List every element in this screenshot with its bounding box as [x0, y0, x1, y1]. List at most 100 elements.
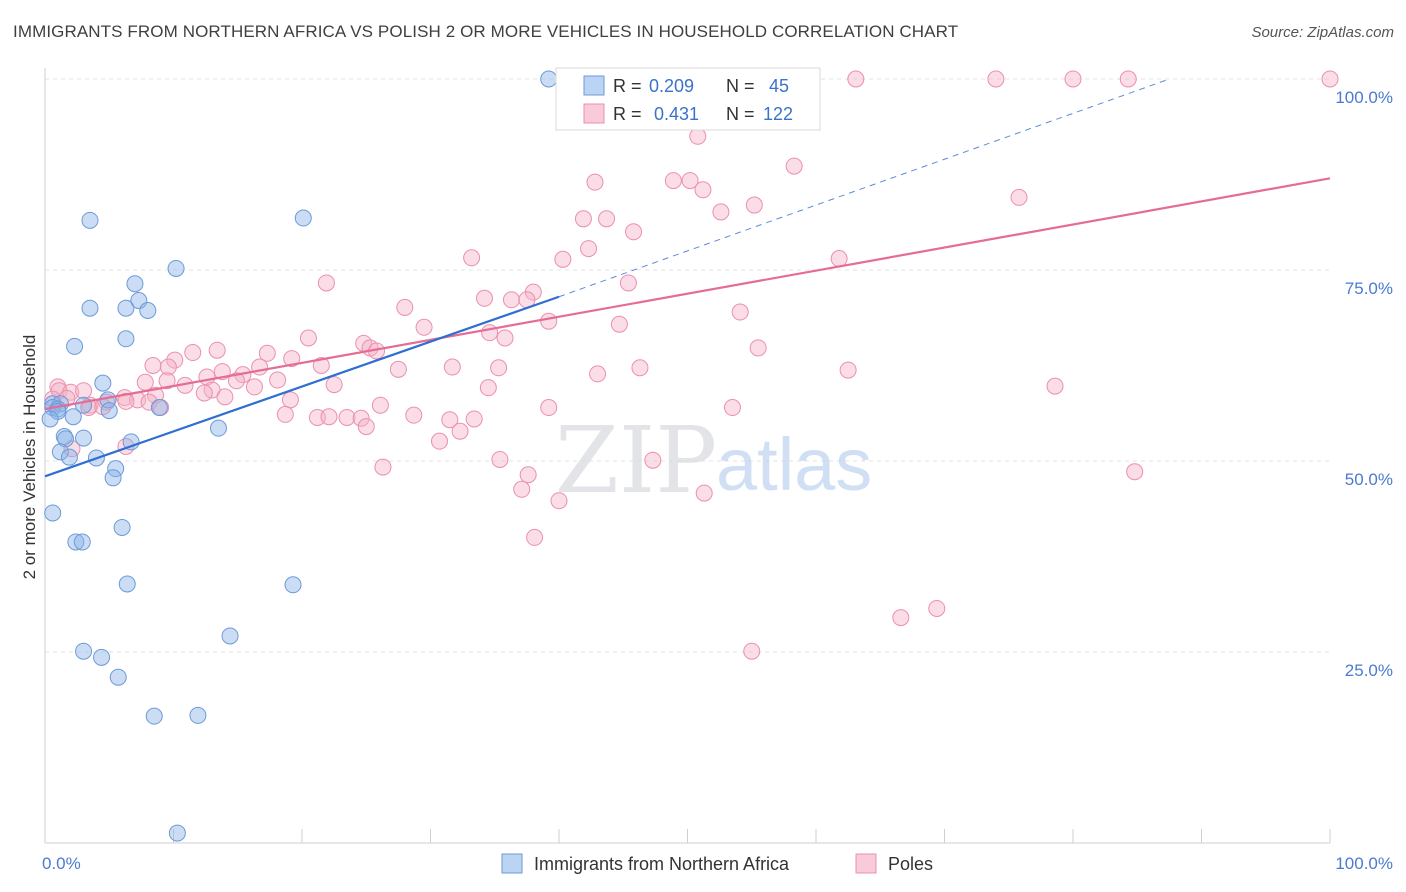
point-poles-15 — [694, 181, 712, 199]
point-northern-africa-35 — [67, 533, 85, 551]
point-poles-5 — [1321, 70, 1339, 88]
legend-swatch-poles — [583, 103, 605, 124]
point-poles-70 — [479, 379, 497, 397]
point-poles-93 — [723, 399, 741, 417]
point-poles-19 — [574, 210, 592, 228]
point-poles-44 — [208, 341, 226, 359]
point-poles-56 — [490, 359, 508, 377]
point-poles-115 — [526, 528, 544, 546]
point-poles-66 — [136, 373, 154, 391]
point-poles-17 — [745, 196, 763, 214]
point-northern-africa-38 — [284, 576, 302, 594]
legend-n-value-1: 45 — [769, 76, 789, 96]
axes — [44, 68, 1331, 844]
point-poles-97 — [320, 408, 338, 426]
point-poles-100 — [441, 411, 459, 429]
point-poles-14 — [681, 172, 699, 190]
point-poles-63 — [269, 371, 287, 389]
point-poles-87 — [281, 391, 299, 409]
x-tick-label-right: 100.0% — [1335, 854, 1393, 873]
legend-r-label-1: R = — [613, 76, 642, 96]
point-poles-99 — [352, 409, 370, 427]
point-poles-27 — [619, 274, 637, 292]
point-northern-africa-6 — [81, 299, 99, 317]
point-northern-africa-39 — [221, 627, 239, 645]
point-northern-africa-3 — [167, 259, 185, 277]
point-poles-65 — [325, 376, 343, 394]
point-northern-africa-19 — [100, 402, 118, 420]
point-poles-39 — [299, 329, 317, 347]
point-poles-118 — [743, 642, 761, 660]
y-axis-title: 2 or more Vehicles in Household — [20, 335, 39, 580]
point-poles-92 — [540, 399, 558, 417]
point-poles-52 — [144, 357, 162, 374]
point-poles-78 — [216, 388, 234, 406]
source-credit: Source: ZipAtlas.com — [1251, 24, 1394, 41]
point-poles-59 — [589, 365, 607, 383]
point-poles-47 — [166, 351, 184, 369]
point-poles-23 — [463, 249, 481, 267]
point-poles-58 — [631, 359, 649, 377]
y-tick-label-0: 100.0% — [1335, 88, 1393, 107]
point-northern-africa-7 — [117, 299, 135, 317]
point-poles-46 — [258, 344, 276, 362]
point-poles-33 — [731, 303, 749, 321]
point-poles-69 — [245, 378, 263, 396]
point-poles-49 — [312, 357, 330, 374]
point-poles-114 — [550, 492, 568, 510]
point-poles-24 — [554, 250, 572, 268]
trend-line-poles — [44, 177, 1331, 411]
legend-n-label-1: N = — [726, 76, 755, 96]
point-northern-africa-32 — [104, 469, 122, 487]
grid — [45, 78, 1330, 653]
point-northern-africa-4 — [126, 275, 144, 293]
point-poles-45 — [184, 344, 202, 362]
point-poles-62 — [227, 372, 245, 390]
tick-labels: 100.0% 75.0% 50.0% 25.0% 0.0% 100.0% — [42, 88, 1393, 873]
watermark-zip: ZIP — [555, 407, 717, 514]
legend-n-label-2: N = — [726, 104, 755, 124]
point-poles-30 — [502, 291, 520, 309]
point-poles-10 — [689, 127, 707, 145]
point-poles-13 — [664, 172, 682, 190]
series-legend-label-northern-africa: Immigrants from Northern Africa — [534, 854, 790, 874]
point-poles-11 — [785, 157, 803, 175]
point-poles-77 — [195, 384, 213, 402]
point-northern-africa-43 — [145, 707, 163, 725]
series-legend-label-poles: Poles — [888, 854, 933, 874]
point-poles-37 — [481, 324, 499, 342]
point-northern-africa-23 — [209, 419, 227, 437]
series-legend: Immigrants from Northern Africa Poles — [501, 853, 933, 874]
point-poles-12 — [586, 173, 604, 191]
y-tick-label-3: 25.0% — [1345, 661, 1393, 680]
point-northern-africa-42 — [109, 668, 127, 686]
point-poles-35 — [610, 315, 628, 333]
legend-r-label-2: R = — [613, 104, 642, 124]
point-poles-21 — [625, 223, 643, 241]
y-tick-label-2: 50.0% — [1345, 470, 1393, 489]
point-northern-africa-37 — [118, 575, 136, 593]
series-legend-swatch-poles — [855, 853, 877, 874]
watermark: ZIP atlas — [555, 407, 872, 514]
point-northern-africa-33 — [44, 504, 62, 522]
point-northern-africa-29 — [60, 448, 78, 466]
point-poles-34 — [540, 312, 558, 330]
chart-title: IMMIGRANTS FROM NORTHERN AFRICA VS POLIS… — [13, 22, 959, 41]
point-poles-2 — [987, 70, 1005, 88]
point-northern-africa-36 — [73, 533, 91, 551]
point-poles-108 — [644, 451, 662, 469]
point-poles-55 — [443, 358, 461, 376]
point-poles-64 — [158, 372, 176, 390]
point-poles-103 — [451, 422, 469, 440]
point-northern-africa-1 — [81, 211, 99, 229]
point-poles-4 — [1119, 70, 1137, 88]
point-poles-22 — [580, 240, 598, 258]
point-northern-africa-40 — [75, 642, 93, 660]
point-poles-94 — [276, 405, 294, 423]
point-poles-75 — [75, 382, 93, 400]
point-northern-africa-44 — [189, 706, 207, 724]
x-tick-label-left: 0.0% — [42, 854, 81, 873]
point-poles-88 — [371, 396, 389, 414]
point-poles-101 — [465, 410, 483, 428]
